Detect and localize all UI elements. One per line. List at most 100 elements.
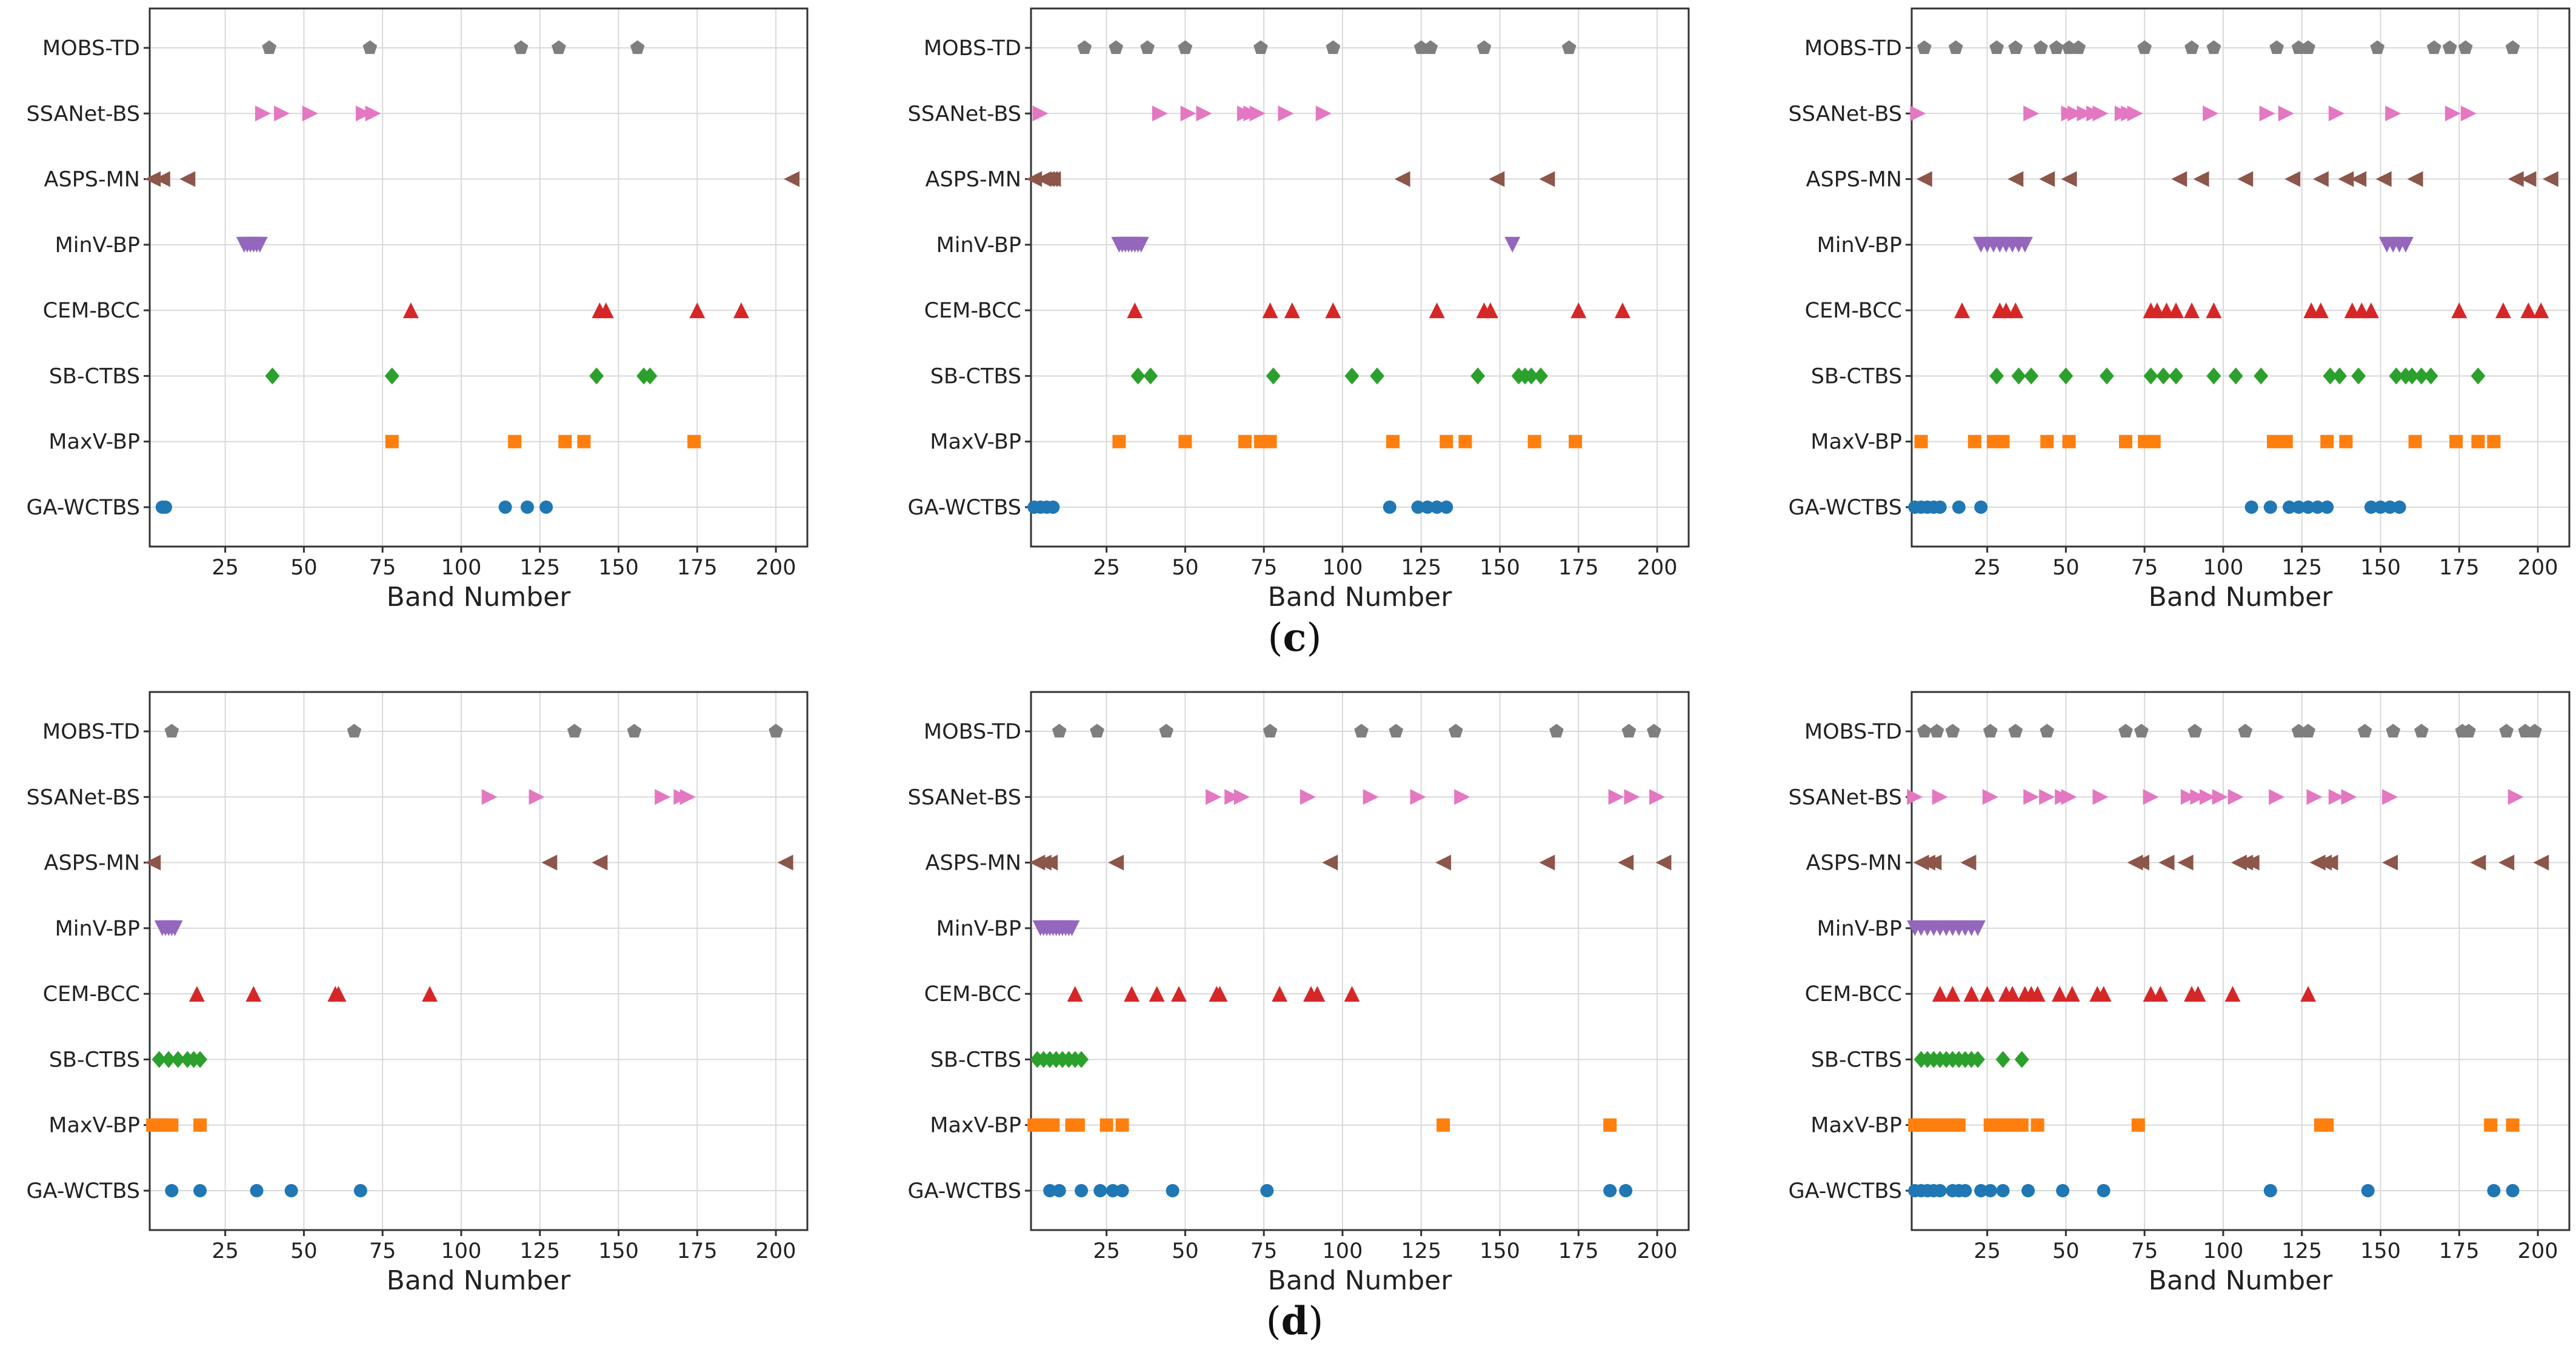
data-point (1995, 1051, 2010, 1068)
data-point (1458, 434, 1472, 448)
data-point (1974, 1184, 1988, 1198)
data-point (330, 986, 347, 1002)
y-tick-label-sb-ctbs: SB-CTBS (49, 1048, 140, 1072)
data-point (2389, 367, 2404, 385)
data-point (1614, 302, 1630, 319)
data-point (250, 1184, 264, 1198)
data-point (1929, 723, 1944, 738)
data-point (2064, 986, 2080, 1002)
data-point (2449, 434, 2463, 448)
data-point (2199, 789, 2215, 805)
data-point (1569, 434, 1583, 448)
data-point (1435, 854, 1452, 871)
data-point (1482, 302, 1498, 319)
x-axis-label: Band Number (1268, 582, 1453, 613)
data-point (1206, 789, 1222, 805)
data-point (2495, 302, 2511, 319)
data-point (2067, 105, 2083, 122)
data-point (1344, 367, 1360, 385)
data-point (589, 367, 604, 385)
data-point (2056, 1184, 2070, 1198)
data-point (1253, 40, 1268, 55)
x-axis-label: Band Number (2149, 1265, 2334, 1296)
data-point (1143, 367, 1158, 385)
data-point (689, 302, 706, 319)
data-point (2461, 723, 2476, 738)
data-point (2092, 789, 2109, 805)
x-tick-label: 25 (1093, 1239, 1120, 1263)
data-point (2024, 367, 2039, 385)
data-point (1489, 171, 1505, 187)
data-point (1326, 40, 1341, 55)
data-point (179, 171, 196, 187)
y-tick-label-mobs-td: MOBS-TD (42, 36, 140, 61)
series-ssanet-bs (1910, 105, 2477, 122)
data-point (508, 434, 522, 448)
data-point (365, 105, 381, 122)
data-point (2030, 1118, 2044, 1132)
series-maxv-bp (1908, 1118, 2520, 1132)
x-tick-label: 175 (2439, 556, 2480, 580)
y-tick-label-maxv-bp: MaxV-BP (930, 430, 1021, 454)
data-point (687, 434, 701, 448)
data-point (2382, 854, 2398, 871)
data-point (1619, 1184, 1633, 1198)
data-point (1970, 920, 1986, 936)
data-point (1618, 854, 1634, 871)
series-asps-mn (145, 854, 793, 871)
data-point (2498, 854, 2515, 871)
series-asps-mn (1026, 171, 1555, 187)
x-tick-label: 100 (441, 1239, 482, 1263)
data-point (1926, 854, 1942, 871)
data-point (1533, 367, 1549, 385)
x-tick-label: 175 (1558, 556, 1599, 580)
series-ssanet-bs (481, 789, 696, 805)
data-point (1026, 171, 1043, 187)
x-tick-label: 100 (2203, 556, 2244, 580)
data-point (1411, 501, 1425, 514)
data-point (2312, 171, 2329, 187)
data-point (1249, 105, 1266, 122)
x-tick-label: 50 (290, 556, 318, 580)
data-point (2312, 302, 2329, 319)
data-point (1608, 789, 1624, 805)
data-point (422, 986, 438, 1002)
y-tick-label-asps-mn: ASPS-MN (1806, 851, 1903, 876)
plot-frame (148, 7, 809, 548)
data-point (567, 723, 582, 738)
data-point (145, 171, 161, 187)
data-point (2458, 40, 2473, 55)
y-tick-label-asps-mn: ASPS-MN (44, 168, 141, 192)
data-point (2484, 1118, 2498, 1132)
y-tick-label-cem-bcc: CEM-BCC (924, 982, 1021, 1006)
y-tick-label-sb-ctbs: SB-CTBS (930, 364, 1021, 388)
data-point (2263, 501, 2277, 514)
data-point (1263, 723, 1278, 738)
y-tick-label-ssanet-bs: SSANet-BS (1789, 102, 1902, 126)
data-point (1907, 789, 1923, 805)
data-point (1115, 1118, 1129, 1132)
data-point (2451, 302, 2468, 319)
data-point (2039, 789, 2055, 805)
chart-panel-1: 25 50 75 100 125 150 175 200 MOBS-TD SSANet-BS ASP… (26, 7, 809, 613)
data-point (679, 789, 696, 805)
data-point (2542, 171, 2558, 187)
plot-frame (1910, 7, 2571, 548)
data-point (2518, 723, 2533, 738)
panel-label-d: (d) (1266, 1299, 1324, 1344)
data-point (2471, 367, 2486, 385)
y-tick-label-minv-bp: MinV-BP (1817, 917, 1903, 941)
data-point (2328, 789, 2344, 805)
series-cem-bcc (1127, 302, 1630, 319)
data-point (1944, 986, 1961, 1002)
series-sb-ctbs (1989, 367, 2486, 385)
data-point (2279, 434, 2293, 448)
chart-panel-6: 25 50 75 100 125 150 175 200 MOBS-TD SSANet-BS ASP… (1788, 691, 2571, 1296)
data-point (1112, 434, 1126, 448)
data-point (1917, 723, 1932, 738)
plot-frame (148, 691, 809, 1231)
series-maxv-bp (1914, 434, 2501, 448)
data-point (1649, 789, 1666, 805)
data-point (1394, 171, 1410, 187)
data-point (1196, 105, 1212, 122)
